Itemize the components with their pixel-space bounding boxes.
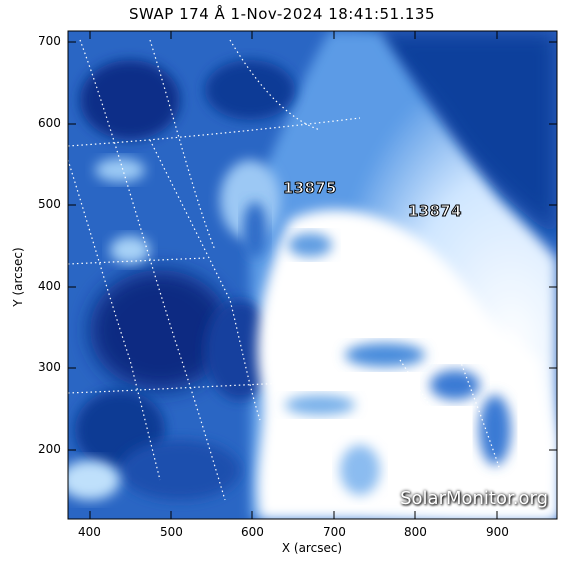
x-tick-label: 800 — [404, 525, 427, 539]
y-tick-label: 700 — [38, 34, 61, 48]
image-title: SWAP 174 Å 1-Nov-2024 18:41:51.135 — [129, 5, 435, 23]
heliographic-grid — [68, 39, 501, 501]
axis-ticks — [68, 31, 557, 519]
x-tick-label: 400 — [78, 525, 101, 539]
sun-region-image — [68, 31, 557, 519]
x-axis-label: X (arcsec) — [281, 541, 343, 555]
x-tick-label: 900 — [486, 525, 509, 539]
plot-frame — [67, 30, 558, 520]
x-tick-label: 700 — [323, 525, 346, 539]
y-axis-label: Y (arcsec) — [11, 247, 25, 307]
y-tick-label: 500 — [38, 197, 61, 211]
y-tick-label: 600 — [38, 116, 61, 130]
y-tick-label: 300 — [38, 360, 61, 374]
watermark: SolarMonitor.org — [400, 488, 548, 509]
x-tick-label: 600 — [241, 525, 264, 539]
active-region-label: 13874 — [408, 202, 462, 221]
y-tick-label: 400 — [38, 279, 61, 293]
y-tick-label: 200 — [38, 442, 61, 456]
x-tick-label: 500 — [160, 525, 183, 539]
active-region-label: 13875 — [283, 179, 337, 198]
